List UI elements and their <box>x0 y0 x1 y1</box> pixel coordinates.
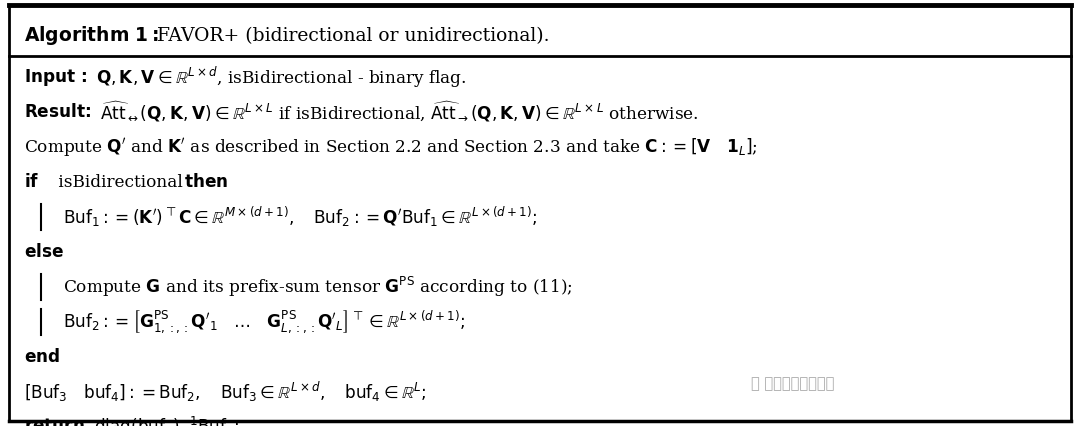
Text: Compute $\mathbf{G}$ and its prefix-sum tensor $\mathbf{G}^{\mathrm{PS}}$ accord: Compute $\mathbf{G}$ and its prefix-sum … <box>63 275 572 299</box>
Text: isBidirectional: isBidirectional <box>53 174 188 191</box>
Text: $\mathbf{if}$: $\mathbf{if}$ <box>24 173 39 191</box>
Text: $\mathbf{Algorithm\ 1:}$: $\mathbf{Algorithm\ 1:}$ <box>24 24 159 47</box>
Text: $[\mathrm{Buf}_3 \quad \mathrm{buf}_4] := \mathrm{Buf}_2, \quad \mathrm{Buf}_3 \: $[\mathrm{Buf}_3 \quad \mathrm{buf}_4] :… <box>24 380 427 404</box>
Text: $\mathbf{Q}, \mathbf{K}, \mathbf{V} \in \mathbb{R}^{L \times d}$, isBidirectiona: $\mathbf{Q}, \mathbf{K}, \mathbf{V} \in … <box>96 65 467 90</box>
Text: $\mathbf{Input\ \!:\ }$: $\mathbf{Input\ \!:\ }$ <box>24 67 87 88</box>
Text: Compute $\mathbf{Q}'$ and $\mathbf{K}'$ as described in Section 2.2 and Section : Compute $\mathbf{Q}'$ and $\mathbf{K}'$ … <box>24 136 757 159</box>
Text: $\mathbf{return}$: $\mathbf{return}$ <box>24 418 84 426</box>
Text: $\mathrm{diag}(\mathrm{buf}_4)^{-1}\mathrm{Buf}_3;$: $\mathrm{diag}(\mathrm{buf}_4)^{-1}\math… <box>94 415 240 426</box>
Text: 🐾 计算机视觉研究院: 🐾 计算机视觉研究院 <box>751 376 834 391</box>
Text: $\mathbf{then}$: $\mathbf{then}$ <box>184 173 228 191</box>
Text: FAVOR+ (bidirectional or unidirectional).: FAVOR+ (bidirectional or unidirectional)… <box>151 27 550 45</box>
Text: $\mathbf{else}$: $\mathbf{else}$ <box>24 243 64 261</box>
Text: $\widehat{\mathrm{Att}}_{\leftrightarrow}(\mathbf{Q}, \mathbf{K}, \mathbf{V}) \i: $\widehat{\mathrm{Att}}_{\leftrightarrow… <box>100 101 699 124</box>
Text: $\mathrm{Buf}_1 := (\mathbf{K}')^{\top} \mathbf{C} \in \mathbb{R}^{M \times (d+1: $\mathrm{Buf}_1 := (\mathbf{K}')^{\top} … <box>63 205 537 229</box>
Text: $\mathrm{Buf}_2 := \left[\mathbf{G}^{\mathrm{PS}}_{1,:,:}\mathbf{Q}'_1 \quad \ld: $\mathrm{Buf}_2 := \left[\mathbf{G}^{\ma… <box>63 308 464 336</box>
Text: $\mathbf{Result\!:\ }$: $\mathbf{Result\!:\ }$ <box>24 104 92 121</box>
Text: $\mathbf{end}$: $\mathbf{end}$ <box>24 348 59 366</box>
